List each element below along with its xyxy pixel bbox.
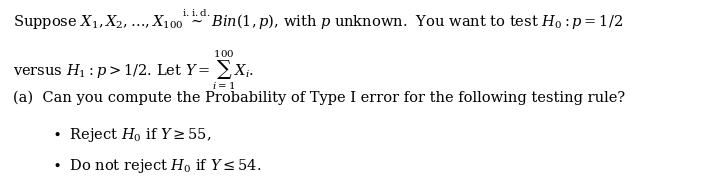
Text: $\bullet$  Do not reject $H_0$ if $Y \leq 54$.: $\bullet$ Do not reject $H_0$ if $Y \leq… xyxy=(53,157,262,175)
Text: versus $H_1 : p > 1/2$. Let $Y = \sum_{i=1}^{100} X_i$.: versus $H_1 : p > 1/2$. Let $Y = \sum_{i… xyxy=(13,48,254,92)
Text: $\bullet$  Reject $H_0$ if $Y \geq 55$,: $\bullet$ Reject $H_0$ if $Y \geq 55$, xyxy=(53,126,212,144)
Text: Suppose $X_1, X_2, \ldots, X_{100} \overset{\mathrm{i.i.d.}}{\sim} Bin(1, p)$, w: Suppose $X_1, X_2, \ldots, X_{100} \over… xyxy=(13,8,623,32)
Text: (a)  Can you compute the Probability of Type I error for the following testing r: (a) Can you compute the Probability of T… xyxy=(13,90,625,105)
